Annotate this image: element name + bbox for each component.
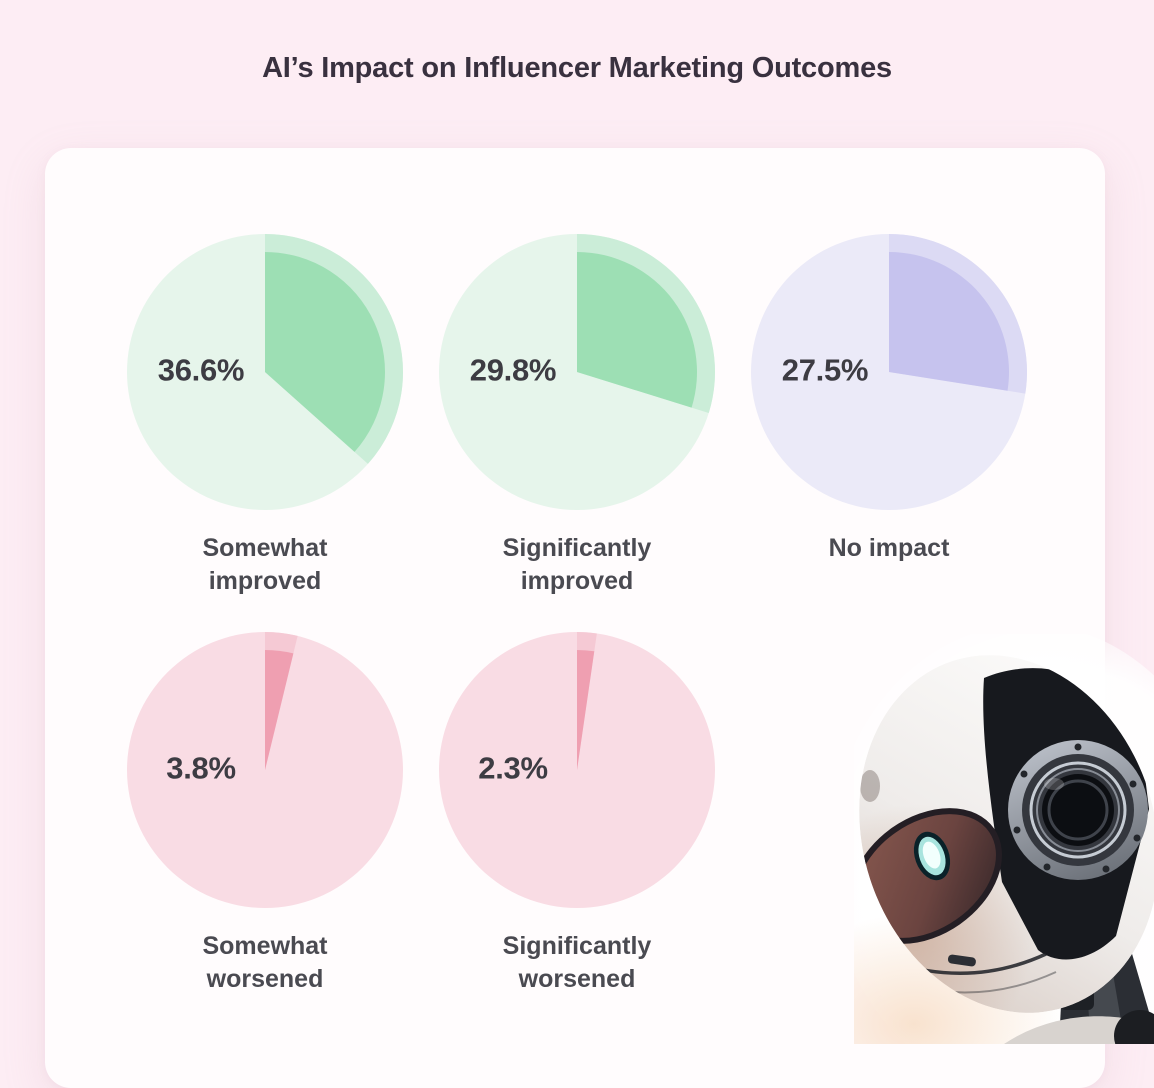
pie-chart: 27.5% xyxy=(749,232,1029,512)
percent-value: 3.8% xyxy=(166,750,236,786)
infographic-page: { "title": "AI’s Impact on Influencer Ma… xyxy=(45,52,1154,1088)
robot-head-photo xyxy=(854,634,1154,1044)
pie-significantly-improved: 29.8% Significantly improved xyxy=(437,232,717,598)
pie-somewhat-improved: 36.6% Somewhat improved xyxy=(125,232,405,598)
pie-no-impact: 27.5% No impact xyxy=(749,232,1029,565)
pie-chart: 29.8% xyxy=(437,232,717,512)
chin-vent xyxy=(947,954,976,967)
pie-category-label: Significantly worsened xyxy=(502,932,652,993)
lens-assembly xyxy=(1008,740,1148,880)
pie-category-label: Somewhat improved xyxy=(202,534,328,595)
pie-category-label: Significantly improved xyxy=(502,534,652,595)
robot-eye xyxy=(913,831,951,881)
page-title: AI’s Impact on Influencer Marketing Outc… xyxy=(262,52,892,84)
pie-somewhat-worsened: 3.8% Somewhat worsened xyxy=(125,630,405,996)
percent-value: 29.8% xyxy=(469,352,557,388)
percent-value: 2.3% xyxy=(478,750,548,786)
pie-category-label: Somewhat worsened xyxy=(202,932,328,993)
percent-value: 36.6% xyxy=(157,352,245,388)
pie-significantly-worsened: 2.3% Significantly worsened xyxy=(437,630,717,996)
percent-value: 27.5% xyxy=(781,352,869,388)
pie-chart: 3.8% xyxy=(125,630,405,910)
pie-chart: 36.6% xyxy=(125,232,405,512)
pie-category-label: No impact xyxy=(828,534,950,562)
pie-chart: 2.3% xyxy=(437,630,717,910)
brow-mark xyxy=(860,770,880,802)
lens-bolts xyxy=(1013,743,1141,873)
robot-head xyxy=(854,655,1154,1044)
